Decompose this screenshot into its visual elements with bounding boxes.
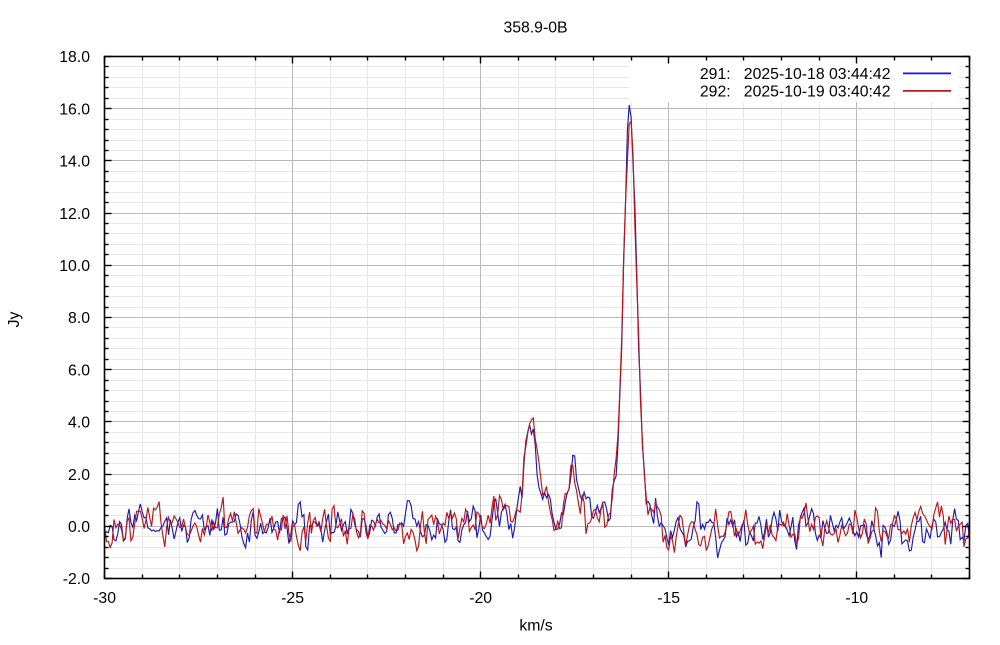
svg-text:6.0: 6.0 bbox=[68, 362, 90, 379]
svg-text:12.0: 12.0 bbox=[59, 206, 90, 223]
svg-text:14.0: 14.0 bbox=[59, 154, 90, 171]
svg-text:16.0: 16.0 bbox=[59, 101, 90, 118]
svg-text:-2.0: -2.0 bbox=[63, 571, 90, 588]
svg-text:0.0: 0.0 bbox=[68, 519, 90, 536]
svg-text:292: 2025-10-19 03:40:42: 292: 2025-10-19 03:40:42 bbox=[700, 84, 891, 101]
svg-text:Jy: Jy bbox=[6, 312, 23, 328]
svg-text:-20: -20 bbox=[469, 590, 492, 607]
svg-text:-25: -25 bbox=[281, 590, 304, 607]
svg-text:-30: -30 bbox=[93, 590, 116, 607]
svg-text:291: 2025-10-18 03:44:42: 291: 2025-10-18 03:44:42 bbox=[700, 66, 891, 83]
svg-text:2.0: 2.0 bbox=[68, 467, 90, 484]
svg-text:358.9-0B: 358.9-0B bbox=[503, 20, 567, 37]
svg-text:10.0: 10.0 bbox=[59, 258, 90, 275]
svg-text:18.0: 18.0 bbox=[59, 49, 90, 66]
svg-text:km/s: km/s bbox=[519, 617, 552, 634]
svg-text:8.0: 8.0 bbox=[68, 310, 90, 327]
svg-text:4.0: 4.0 bbox=[68, 415, 90, 432]
svg-text:-15: -15 bbox=[657, 590, 680, 607]
svg-text:-10: -10 bbox=[845, 590, 868, 607]
